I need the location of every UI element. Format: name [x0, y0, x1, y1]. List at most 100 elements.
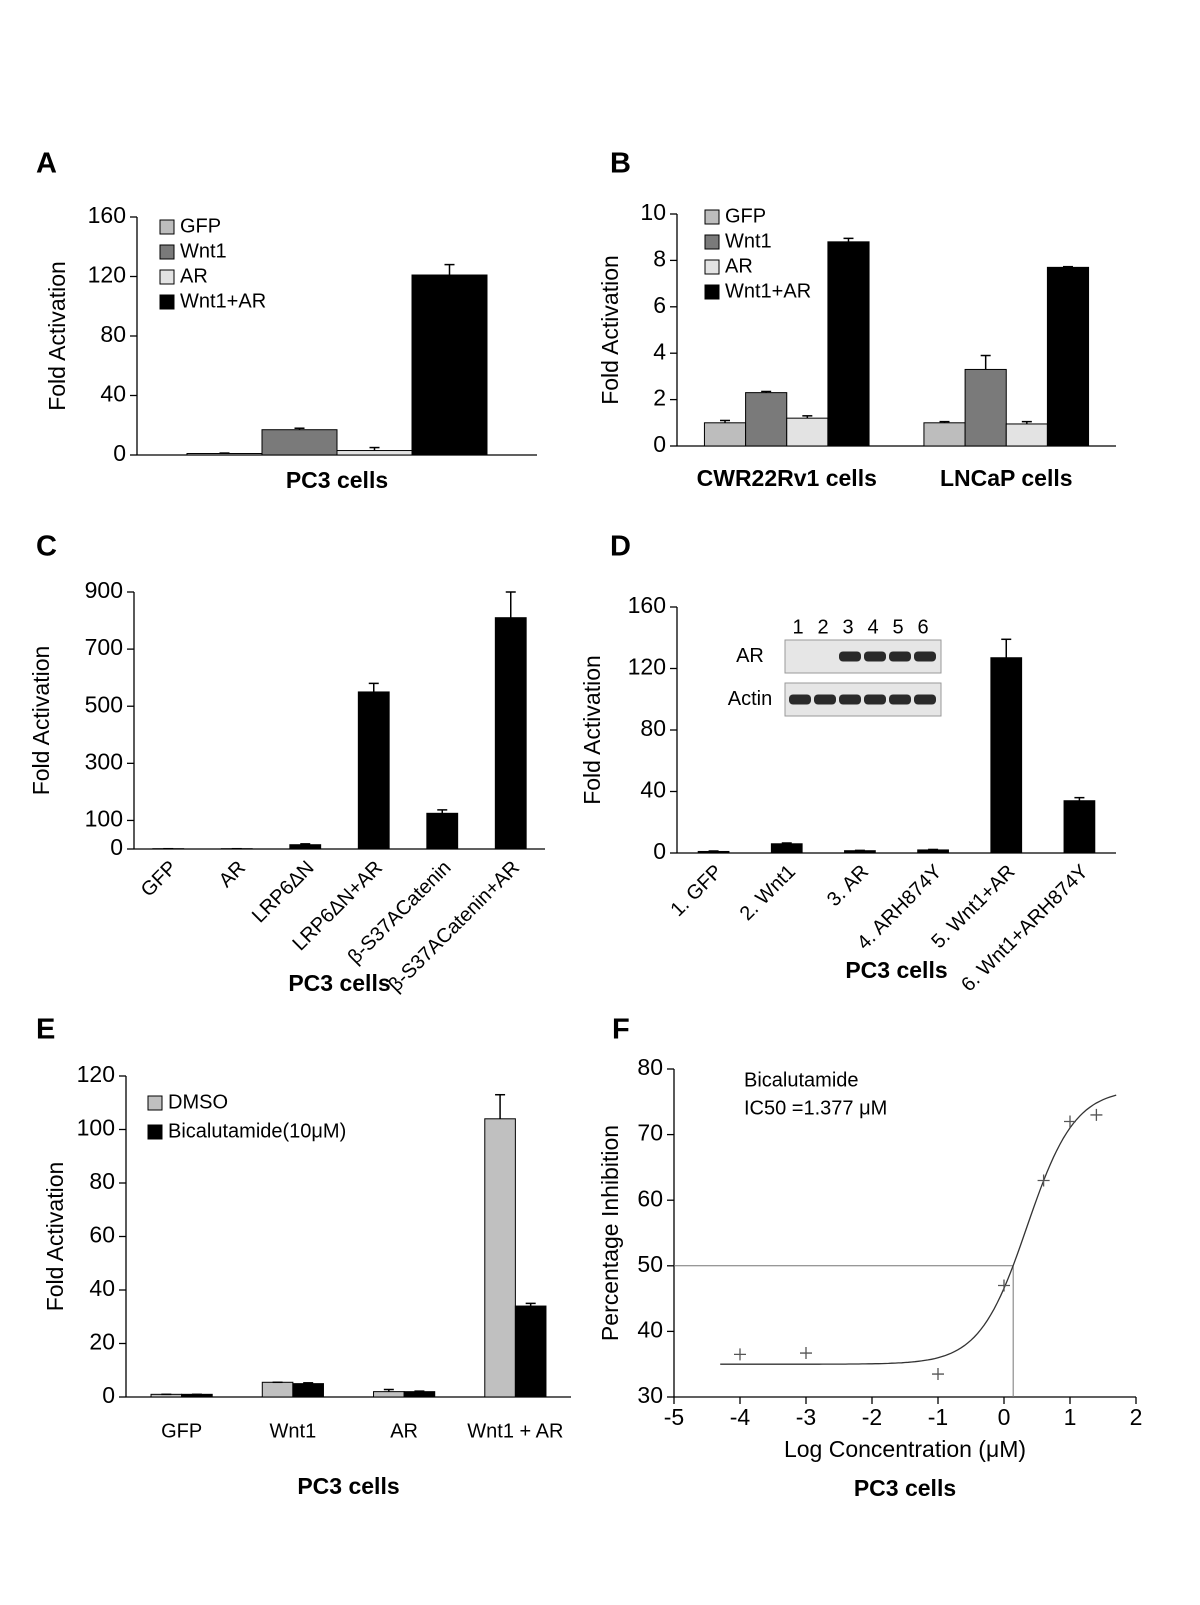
y-tick-label: 120 — [628, 654, 666, 680]
panel-label: C — [36, 531, 57, 563]
error-bar — [495, 1095, 505, 1119]
annotation: Bicalutamide — [744, 1069, 859, 1091]
lane-label: 3 — [842, 616, 853, 638]
x-tick-label: 6. Wnt1+ARH874Y — [957, 861, 1092, 996]
x-tick-label: Wnt1 — [270, 1420, 317, 1442]
y-axis-label: Fold Activation — [579, 655, 605, 805]
blot-band — [839, 695, 861, 705]
point — [932, 1368, 944, 1380]
bar — [1006, 424, 1047, 446]
y-tick-label: 60 — [637, 1185, 663, 1211]
annotation: IC50 =1.377 μM — [744, 1097, 887, 1119]
x-tick-label: 1. GFP — [666, 861, 726, 921]
error-bar — [414, 1391, 424, 1392]
x-tick-label: CWR22Rv1 cells — [697, 465, 877, 491]
x-tick-label: Wnt1 + AR — [467, 1420, 563, 1442]
x-tick-label: AR — [215, 857, 250, 892]
legend-swatch — [705, 260, 719, 274]
legend-swatch — [148, 1125, 162, 1139]
y-tick-label: 4 — [653, 338, 666, 364]
x-tick-label: LNCaP cells — [940, 465, 1073, 491]
y-tick-label: 80 — [640, 715, 666, 741]
lane-label: 1 — [792, 616, 803, 638]
error-bar — [437, 810, 447, 813]
legend-label: AR — [180, 265, 208, 287]
bar — [495, 618, 526, 849]
y-tick-label: 80 — [637, 1054, 663, 1080]
blot-band — [839, 652, 861, 662]
x-tick-label: 2. Wnt1 — [736, 861, 800, 925]
bar — [293, 1384, 324, 1397]
caption: PC3 cells — [845, 957, 947, 983]
y-axis-label: Fold Activation — [44, 261, 70, 411]
bar — [374, 1392, 405, 1397]
blot-band — [889, 652, 911, 662]
bar — [1047, 267, 1088, 446]
y-tick-label: 0 — [653, 431, 666, 457]
caption: PC3 cells — [288, 970, 390, 996]
x-tick-label: -4 — [730, 1404, 751, 1430]
bar — [337, 451, 412, 455]
bar — [358, 692, 389, 849]
bar — [485, 1119, 516, 1397]
legend-label: Wnt1+AR — [725, 280, 811, 302]
y-tick-label: 120 — [88, 262, 126, 288]
y-tick-label: 160 — [628, 592, 666, 618]
blot-row-label: AR — [736, 645, 764, 667]
blot-band — [789, 695, 811, 705]
bar — [787, 418, 828, 446]
point — [1038, 1175, 1050, 1187]
fit-curve — [720, 1095, 1116, 1364]
legend-swatch — [705, 235, 719, 249]
blot-band — [864, 695, 886, 705]
bar — [924, 423, 965, 446]
y-tick-label: 700 — [85, 634, 123, 660]
y-tick-label: 40 — [637, 1316, 663, 1342]
y-tick-label: 50 — [637, 1251, 663, 1277]
error-bar — [981, 356, 991, 370]
panel-label: B — [610, 148, 631, 180]
bar — [262, 430, 337, 455]
error-bar — [1063, 267, 1073, 268]
y-tick-label: 100 — [85, 806, 123, 832]
y-axis-label: Fold Activation — [42, 1162, 68, 1312]
legend-swatch — [148, 1096, 162, 1110]
blot-band — [914, 652, 936, 662]
x-tick-label: 3. AR — [823, 861, 873, 911]
error-bar — [843, 238, 853, 241]
caption: PC3 cells — [854, 1475, 956, 1501]
legend-swatch — [705, 285, 719, 299]
bar — [991, 658, 1022, 853]
y-tick-label: 0 — [113, 440, 126, 466]
bar — [412, 275, 487, 455]
bar — [704, 423, 745, 446]
y-tick-label: 0 — [102, 1382, 115, 1408]
caption: PC3 cells — [286, 467, 388, 493]
bar — [262, 1382, 293, 1397]
x-tick-label: -2 — [862, 1404, 882, 1430]
error-bar — [445, 265, 455, 275]
y-tick-label: 100 — [77, 1115, 115, 1141]
y-tick-label: 30 — [637, 1382, 663, 1408]
y-axis-label: Percentage Inhibition — [597, 1125, 623, 1341]
error-bar — [303, 1383, 313, 1384]
y-tick-label: 80 — [89, 1168, 115, 1194]
caption: PC3 cells — [297, 1473, 399, 1499]
error-bar — [1001, 639, 1011, 657]
bar — [290, 845, 321, 849]
blot-band — [814, 695, 836, 705]
y-tick-label: 160 — [88, 202, 126, 228]
panel-label: F — [612, 1014, 630, 1046]
bar — [404, 1392, 435, 1397]
x-tick-label: β-S37ACatenin+AR — [384, 857, 524, 997]
point — [1090, 1109, 1102, 1121]
point — [998, 1279, 1010, 1291]
legend-label: Bicalutamide(10μM) — [168, 1120, 346, 1142]
x-tick-label: GFP — [137, 857, 182, 902]
x-tick-label: 1 — [1064, 1404, 1077, 1430]
y-axis-label: Fold Activation — [28, 646, 54, 796]
x-axis-label: Log Concentration (μM) — [784, 1436, 1026, 1462]
y-tick-label: 0 — [653, 838, 666, 864]
legend-label: Wnt1 — [725, 230, 772, 252]
error-bar — [506, 592, 516, 618]
